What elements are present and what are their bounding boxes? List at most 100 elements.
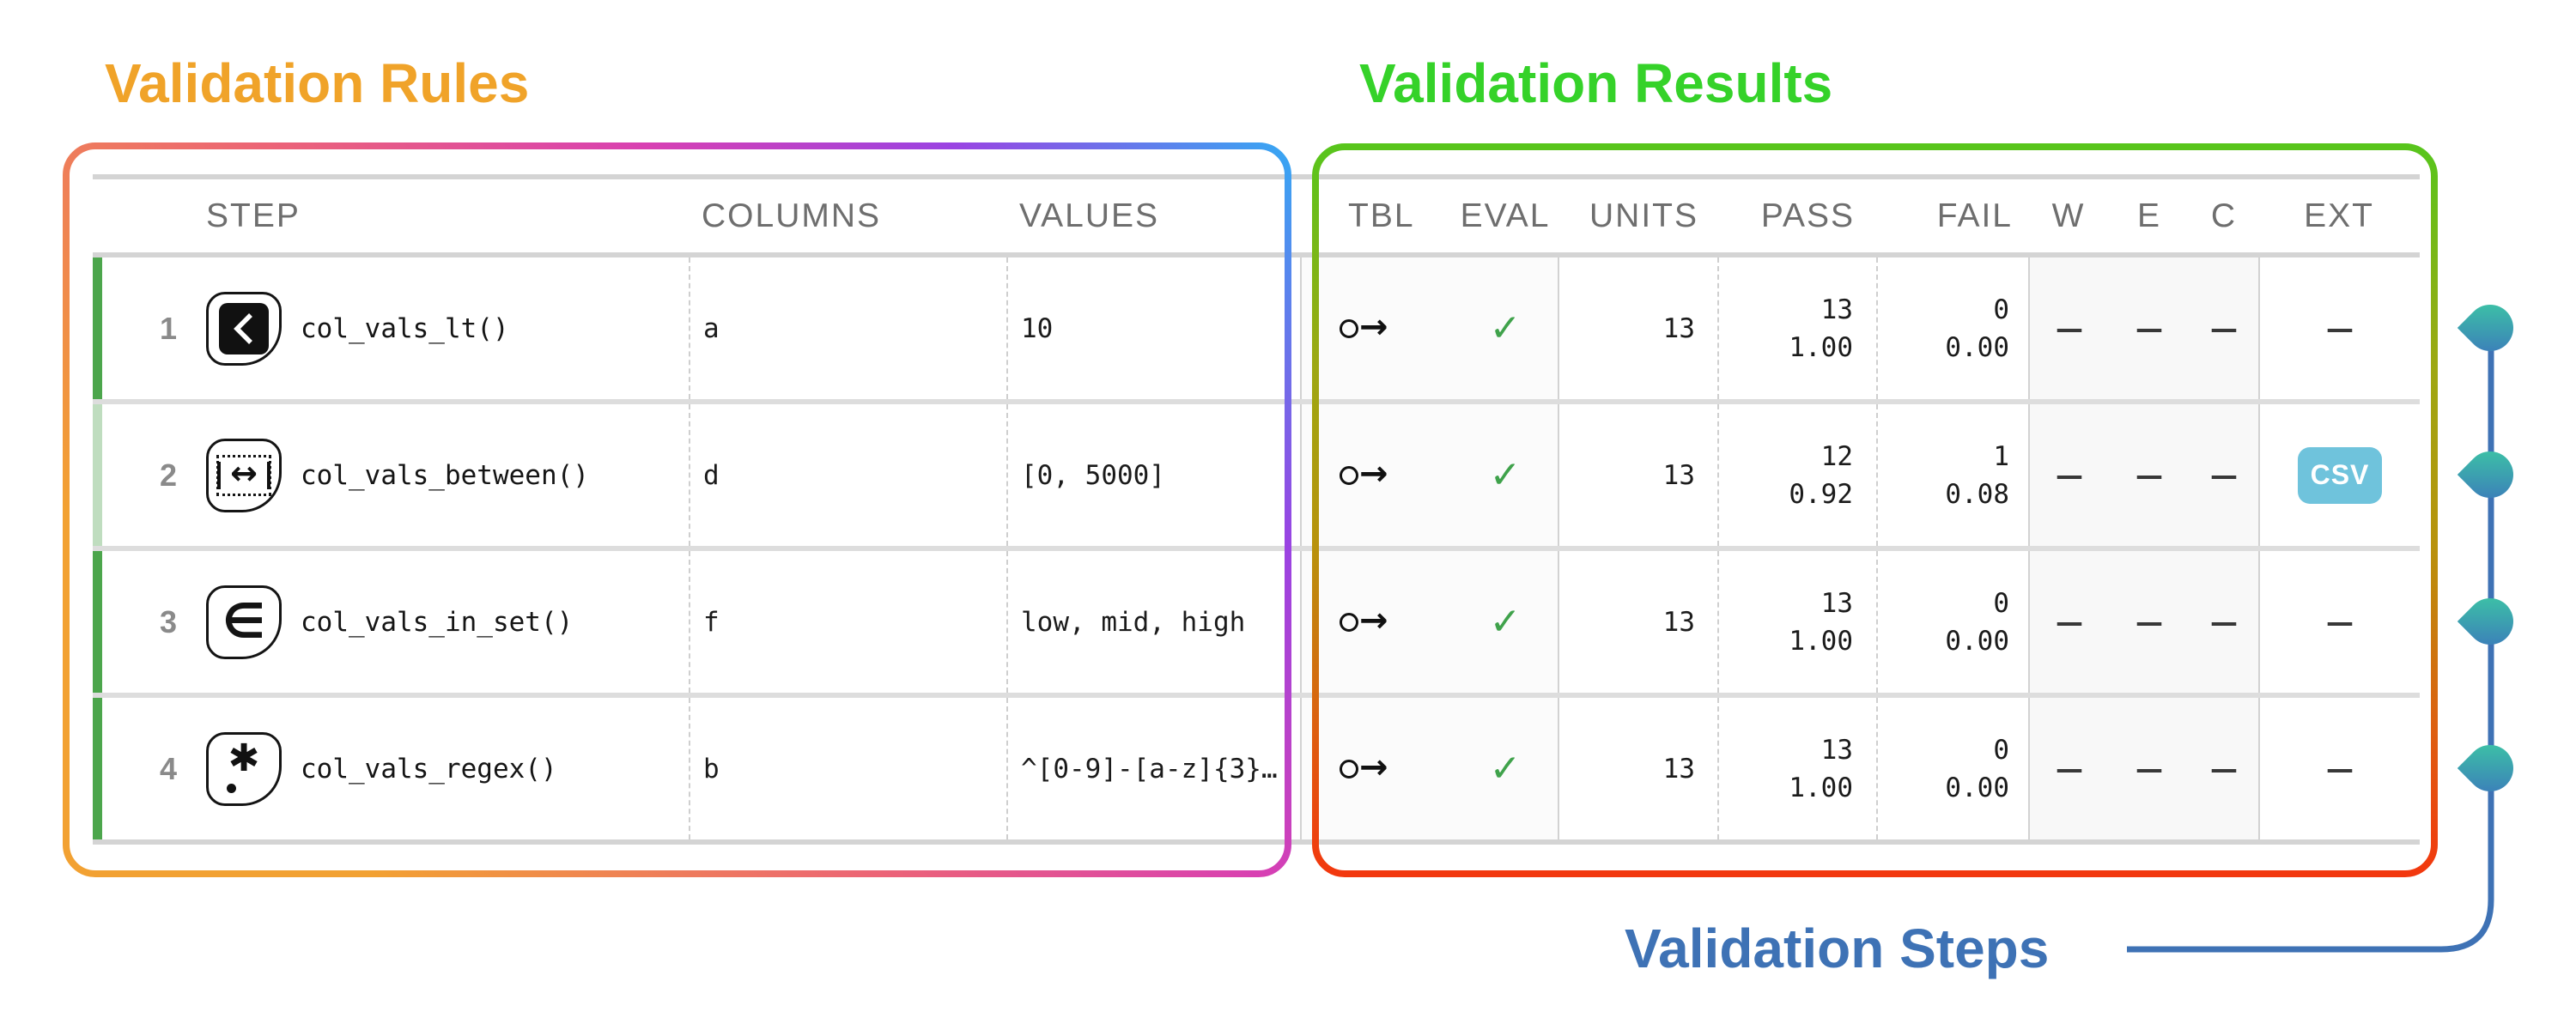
critical-cell: — <box>2190 551 2258 693</box>
na-dash: — <box>2210 458 2238 492</box>
columns-value: d <box>703 459 720 491</box>
steps-section-title: Validation Steps <box>1625 918 2050 979</box>
pass-cell: 12 0.92 <box>1717 404 1876 546</box>
na-dash: — <box>2210 752 2238 785</box>
extract-cell: — <box>2258 698 2420 839</box>
eval-cell: ✓ <box>1453 404 1558 546</box>
row-number: 3 <box>159 603 177 639</box>
critical-cell: — <box>2190 404 2258 546</box>
error-cell: — <box>2109 404 2190 546</box>
table-transform-icon: → <box>1340 453 1388 494</box>
error-cell: — <box>2109 258 2190 399</box>
columns-cell: a <box>689 258 1006 399</box>
column-header-e: E <box>2136 197 2161 234</box>
arrow-right-icon: → <box>1359 453 1388 494</box>
na-dash: — <box>2136 605 2163 639</box>
na-dash: — <box>2056 312 2083 345</box>
dot-icon <box>227 783 236 793</box>
step-icon-col-vals-lt <box>206 291 282 366</box>
severity-bar <box>93 698 102 839</box>
eval-cell: ✓ <box>1453 258 1558 399</box>
pass-cell: 13 1.00 <box>1717 698 1876 839</box>
step-marker <box>2457 588 2524 655</box>
step-marker <box>2457 441 2524 508</box>
column-header-values: VALUES <box>1019 197 1160 234</box>
arrow-right-icon: → <box>1359 747 1388 787</box>
na-dash: — <box>2056 752 2083 785</box>
column-header-step: STEP <box>206 197 301 234</box>
checkmark-icon: ✓ <box>1489 600 1522 644</box>
step-marker <box>2457 735 2524 802</box>
function-name: col_vals_regex() <box>301 753 557 785</box>
rules-section-title: Validation Rules <box>105 52 530 114</box>
column-header-fail: FAIL <box>1936 197 2013 234</box>
pass-count: 13 <box>1820 734 1853 766</box>
step-icon-col-vals-in-set: ∈ <box>206 585 282 659</box>
fail-count: 0 <box>1993 734 2009 766</box>
row-number: 4 <box>159 750 177 786</box>
table-row: 2 ↔ col_vals_between() d [0, 5000] → ✓ 1… <box>93 404 2420 546</box>
values-value: 10 <box>1021 312 1054 344</box>
units-value: 13 <box>1662 312 1695 344</box>
circle-icon <box>1340 759 1358 779</box>
function-name: col_vals_in_set() <box>301 606 574 638</box>
values-cell: ^[0-9]-[a-z]{3}… <box>1006 698 1300 839</box>
fail-fraction: 0.08 <box>1945 478 2009 510</box>
table-header-row: STEP COLUMNS VALUES TBL EVAL UNITS PASS … <box>93 179 2420 252</box>
na-dash: — <box>2136 458 2163 492</box>
less-than-icon <box>219 302 269 354</box>
row-number: 1 <box>159 310 177 346</box>
values-cell: low, mid, high <box>1006 551 1300 693</box>
checkmark-icon: ✓ <box>1489 453 1522 497</box>
circle-icon <box>1340 465 1358 485</box>
checkmark-icon: ✓ <box>1489 747 1522 791</box>
extract-cell: — <box>2258 258 2420 399</box>
extract-cell: — <box>2258 551 2420 693</box>
column-header-units: UNITS <box>1589 197 1698 234</box>
severity-bar <box>93 551 102 693</box>
pass-count: 13 <box>1820 294 1853 325</box>
column-header-ext: EXT <box>2304 197 2374 234</box>
results-section-title: Validation Results <box>1359 52 1833 114</box>
table-transform-icon: → <box>1340 747 1388 787</box>
regex-icon: ✱ <box>209 735 279 803</box>
validation-table: STEP COLUMNS VALUES TBL EVAL UNITS PASS … <box>93 174 2420 845</box>
columns-value: f <box>703 606 720 638</box>
checkmark-icon: ✓ <box>1489 306 1522 350</box>
column-header-eval: EVAL <box>1460 197 1551 234</box>
columns-cell: d <box>689 404 1006 546</box>
columns-value: a <box>703 312 720 344</box>
table-bottom-rule <box>93 839 2420 845</box>
column-header-tbl: TBL <box>1348 197 1415 234</box>
units-cell: 13 <box>1558 258 1717 399</box>
pass-fraction: 0.92 <box>1789 478 1853 510</box>
circle-icon <box>1340 318 1358 338</box>
pass-count: 13 <box>1820 587 1853 619</box>
function-name: col_vals_between() <box>301 459 589 491</box>
table-row: 1 col_vals_lt() a 10 → ✓ 13 13 1.00 0 0.00… <box>93 258 2420 399</box>
fail-cell: 0 0.00 <box>1876 698 2028 839</box>
between-icon: ↔ <box>216 454 271 496</box>
function-name: col_vals_lt() <box>301 312 509 344</box>
fail-cell: 0 0.00 <box>1876 551 2028 693</box>
columns-cell: b <box>689 698 1006 839</box>
eval-cell: ✓ <box>1453 551 1558 693</box>
values-value: [0, 5000] <box>1021 459 1165 491</box>
error-cell: — <box>2109 551 2190 693</box>
arrow-right-icon: → <box>1359 600 1388 640</box>
column-header-columns: COLUMNS <box>702 197 882 234</box>
warn-cell: — <box>2028 404 2109 546</box>
na-dash: — <box>2210 312 2238 345</box>
na-dash: — <box>2326 605 2354 639</box>
pass-fraction: 1.00 <box>1789 772 1853 803</box>
eval-cell: ✓ <box>1453 698 1558 839</box>
csv-download-button[interactable]: CSV <box>2298 446 2382 504</box>
na-dash: — <box>2056 605 2083 639</box>
fail-fraction: 0.00 <box>1945 772 2009 803</box>
na-dash: — <box>2136 752 2163 785</box>
extract-cell: CSV <box>2258 404 2420 546</box>
arrow-right-icon: → <box>1359 306 1388 347</box>
fail-cell: 0 0.00 <box>1876 258 2028 399</box>
units-value: 13 <box>1662 459 1695 491</box>
